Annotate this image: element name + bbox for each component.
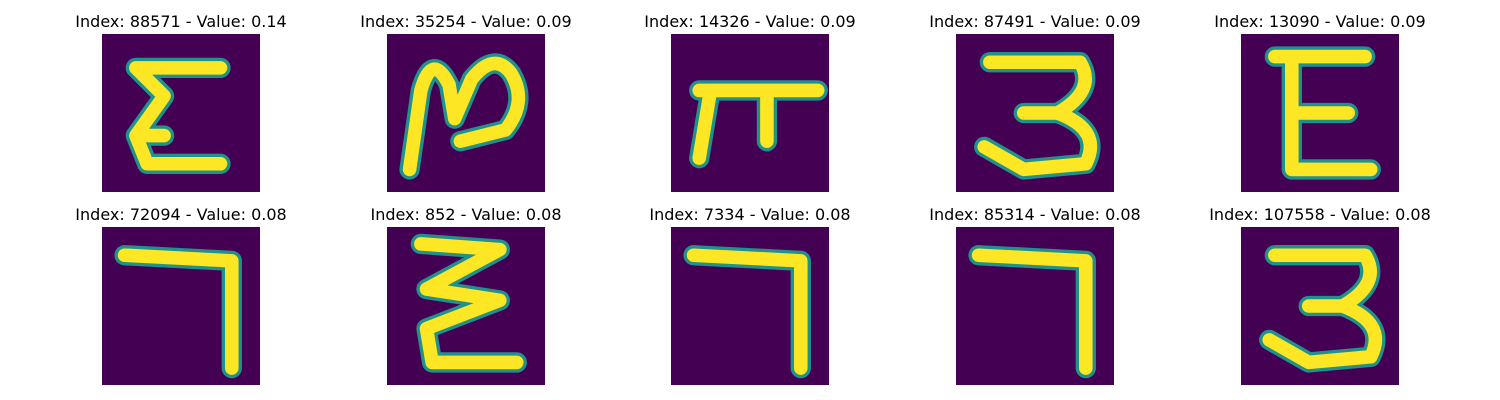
stroke-core <box>402 56 526 177</box>
three-digit-image <box>1241 227 1399 385</box>
seven-digit-image <box>956 227 1114 385</box>
digit-cell: Index: 72094 - Value: 0.08 <box>75 205 287 385</box>
stroke-core <box>971 248 1093 375</box>
seven-digit-image <box>671 227 829 385</box>
digit-cell: Index: 87491 - Value: 0.09 <box>929 12 1141 192</box>
image-title: Index: 88571 - Value: 0.14 <box>75 12 287 31</box>
stroke-core <box>977 55 1098 177</box>
stroke-core <box>1268 49 1378 177</box>
digit-cell: Index: 7334 - Value: 0.08 <box>649 205 851 385</box>
image-title: Index: 107558 - Value: 0.08 <box>1209 205 1431 224</box>
pi-digit-image <box>671 34 829 192</box>
image-title: Index: 13090 - Value: 0.09 <box>1214 12 1426 31</box>
digit-cell: Index: 852 - Value: 0.08 <box>370 205 562 385</box>
digit-cell: Index: 14326 - Value: 0.09 <box>644 12 856 192</box>
image-title: Index: 35254 - Value: 0.09 <box>360 12 572 31</box>
curl-digit-image <box>387 34 545 192</box>
image-title: Index: 7334 - Value: 0.08 <box>649 205 851 224</box>
image-title: Index: 87491 - Value: 0.09 <box>929 12 1141 31</box>
image-title: Index: 852 - Value: 0.08 <box>370 205 562 224</box>
digit-cell: Index: 85314 - Value: 0.08 <box>929 205 1141 385</box>
stroke-core <box>129 61 228 171</box>
image-background <box>671 34 829 192</box>
stroke-core <box>692 83 825 165</box>
sigma-digit-image <box>102 34 260 192</box>
stroke-core <box>414 237 524 370</box>
three-digit-image <box>956 34 1114 192</box>
stroke-core <box>1262 248 1383 370</box>
image-title: Index: 85314 - Value: 0.08 <box>929 205 1141 224</box>
epsilon-digit-image <box>1241 34 1399 192</box>
digit-cell: Index: 13090 - Value: 0.09 <box>1214 12 1426 192</box>
seven-digit-image <box>102 227 260 385</box>
digit-cell: Index: 88571 - Value: 0.14 <box>75 12 287 192</box>
image-title: Index: 72094 - Value: 0.08 <box>75 205 287 224</box>
stroke-core <box>686 248 808 375</box>
stroke-core <box>117 248 239 375</box>
digit-cell: Index: 107558 - Value: 0.08 <box>1209 205 1431 385</box>
image-title: Index: 14326 - Value: 0.09 <box>644 12 856 31</box>
digit-cell: Index: 35254 - Value: 0.09 <box>360 12 572 192</box>
zigzag-digit-image <box>387 227 545 385</box>
